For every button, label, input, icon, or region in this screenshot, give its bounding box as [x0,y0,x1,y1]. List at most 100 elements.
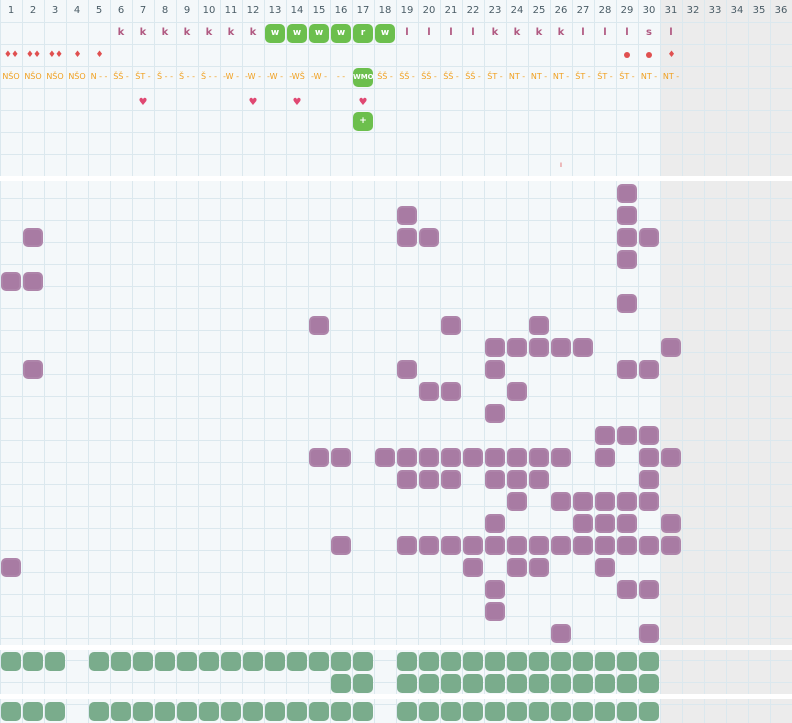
day-code[interactable]: -W - [245,72,261,81]
completion-cell[interactable] [639,674,659,693]
activity-cell[interactable] [485,536,505,555]
activity-cell[interactable] [485,448,505,467]
activity-cell[interactable] [573,338,593,357]
completion-cell[interactable] [639,702,659,721]
activity-cell[interactable] [485,360,505,379]
activity-letter[interactable]: l [669,27,673,38]
activity-cell[interactable] [573,536,593,555]
completion-cell[interactable] [573,702,593,721]
activity-cell[interactable] [309,448,329,467]
completion-cell[interactable] [463,674,483,693]
activity-cell[interactable] [485,470,505,489]
activity-cell[interactable] [617,228,637,247]
completion-cell[interactable] [595,652,615,671]
day-code[interactable]: - - [336,72,346,81]
completion-cell[interactable] [507,674,527,693]
activity-cell[interactable] [485,580,505,599]
completion-cell[interactable] [573,652,593,671]
activity-cell[interactable] [419,536,439,555]
activity-cell[interactable] [1,272,21,291]
completion-cell[interactable] [419,702,439,721]
completion-cell[interactable] [309,652,329,671]
completion-cell[interactable] [397,674,417,693]
completion-cell[interactable] [287,702,307,721]
activity-cell[interactable] [529,536,549,555]
activity-cell[interactable] [441,382,461,401]
activity-cell[interactable] [639,536,659,555]
activity-cell[interactable] [595,514,615,533]
activity-cell[interactable] [485,514,505,533]
completion-cell[interactable] [155,702,175,721]
completion-cell[interactable] [287,652,307,671]
activity-cell[interactable] [529,448,549,467]
activity-cell[interactable] [551,492,571,511]
activity-cell[interactable] [397,206,417,225]
day-code[interactable]: Š - - [157,72,173,81]
activity-badge[interactable]: w [331,24,351,43]
day-code[interactable]: NT - [508,72,526,81]
day-code[interactable]: ŠŠ - [399,72,415,81]
activity-cell[interactable] [551,536,571,555]
activity-cell[interactable] [485,602,505,621]
heart-icon[interactable]: ♥ [138,97,148,108]
activity-cell[interactable] [441,448,461,467]
activity-cell[interactable] [507,338,527,357]
activity-letter[interactable]: k [513,27,521,38]
activity-cell[interactable] [661,514,681,533]
code-badge[interactable]: WMO [353,68,374,87]
completion-cell[interactable] [331,702,351,721]
day-code[interactable]: NT - [640,72,658,81]
activity-cell[interactable] [507,470,527,489]
completion-cell[interactable] [595,674,615,693]
day-code[interactable]: Š - - [179,72,195,81]
completion-cell[interactable] [529,674,549,693]
completion-cell[interactable] [507,652,527,671]
completion-cell[interactable] [199,702,219,721]
completion-cell[interactable] [133,702,153,721]
day-code[interactable]: -WŠ [289,72,305,81]
drop-marker[interactable]: ♦ [667,50,675,60]
activity-cell[interactable] [23,360,43,379]
activity-cell[interactable] [441,536,461,555]
completion-cell[interactable] [111,702,131,721]
activity-letter[interactable]: l [427,27,431,38]
activity-letter[interactable]: s [646,27,652,38]
completion-cell[interactable] [463,702,483,721]
completion-cell[interactable] [397,702,417,721]
activity-cell[interactable] [529,338,549,357]
completion-cell[interactable] [441,674,461,693]
activity-cell[interactable] [595,536,615,555]
activity-cell[interactable] [397,470,417,489]
activity-cell[interactable] [23,272,43,291]
completion-cell[interactable] [397,652,417,671]
activity-cell[interactable] [441,316,461,335]
activity-letter[interactable]: k [139,27,147,38]
activity-cell[interactable] [507,558,527,577]
completion-cell[interactable] [353,674,373,693]
activity-cell[interactable] [1,558,21,577]
activity-cell[interactable] [551,624,571,643]
completion-cell[interactable] [529,652,549,671]
activity-badge[interactable]: r [353,24,373,43]
completion-cell[interactable] [243,652,263,671]
activity-cell[interactable] [507,536,527,555]
activity-cell[interactable] [595,426,615,445]
activity-cell[interactable] [617,536,637,555]
activity-cell[interactable] [419,382,439,401]
activity-cell[interactable] [485,404,505,423]
activity-cell[interactable] [639,360,659,379]
completion-cell[interactable] [573,674,593,693]
activity-cell[interactable] [639,426,659,445]
drop-marker[interactable]: ♦ [95,50,103,60]
activity-letter[interactable]: l [449,27,453,38]
day-code[interactable]: ŠŠ - [465,72,481,81]
activity-cell[interactable] [661,448,681,467]
day-code[interactable]: ŠŠ - [421,72,437,81]
activity-cell[interactable] [573,514,593,533]
activity-letter[interactable]: l [603,27,607,38]
activity-cell[interactable] [529,316,549,335]
activity-cell[interactable] [507,382,527,401]
day-code[interactable]: ŠT - [135,72,151,81]
day-code[interactable]: -W - [311,72,327,81]
activity-cell[interactable] [331,448,351,467]
